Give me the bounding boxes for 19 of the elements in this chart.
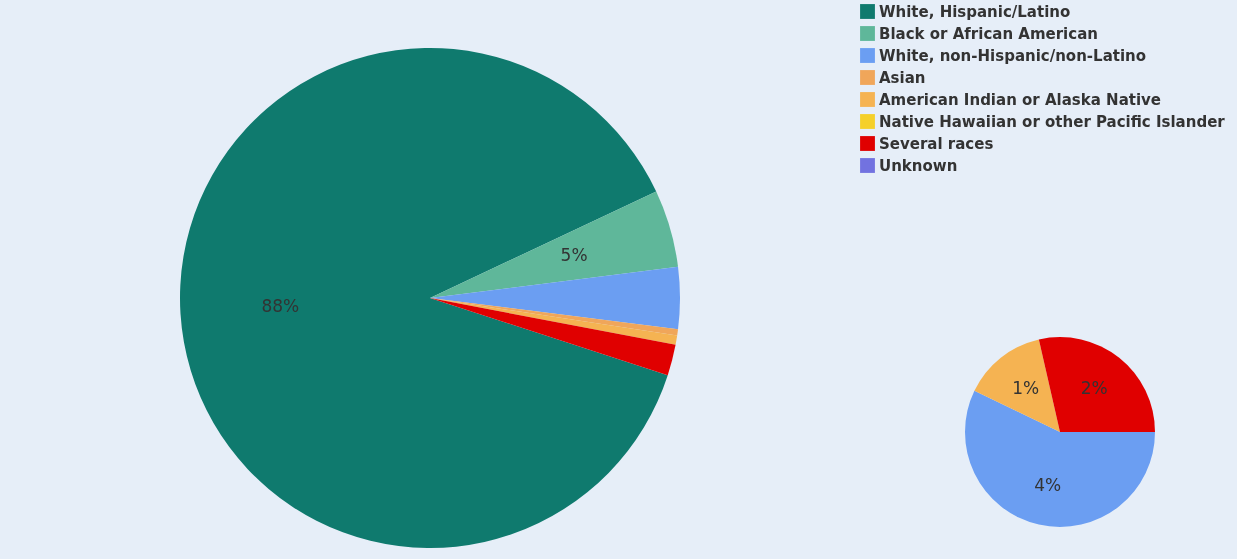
data-label: 5% — [560, 245, 588, 266]
legend-label: Asian — [879, 68, 926, 87]
legend-label: American Indian or Alaska Native — [879, 90, 1162, 109]
data-label: 88% — [261, 296, 300, 317]
legend-label: White, non-Hispanic/non-Latino — [879, 46, 1147, 65]
legend-label: White, Hispanic/Latino — [879, 2, 1071, 21]
data-label: 4% — [1034, 474, 1062, 495]
pie-slice — [430, 191, 679, 298]
legend-label: Unknown — [879, 156, 958, 175]
legend-label: Several races — [879, 134, 994, 153]
pie-slice — [430, 298, 676, 376]
data-label: 1% — [1012, 378, 1040, 398]
pie-slice — [180, 48, 668, 548]
pie-slice — [974, 339, 1060, 432]
pie-slice — [430, 298, 679, 336]
legend-label: Native Hawaiian or other Pacific Islander — [879, 112, 1226, 131]
data-label: 2% — [1080, 378, 1108, 398]
pie-slice — [1038, 337, 1155, 432]
legend-label: Black or African American — [879, 24, 1098, 43]
